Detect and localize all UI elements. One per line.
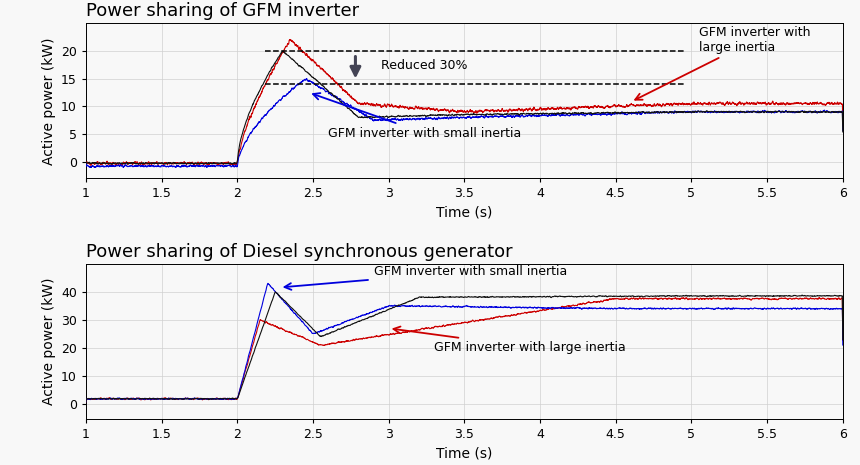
Text: GFM inverter with
large inertia: GFM inverter with large inertia	[636, 26, 810, 100]
Text: GFM inverter with large inertia: GFM inverter with large inertia	[394, 326, 626, 354]
Text: GFM inverter with small inertia: GFM inverter with small inertia	[313, 93, 521, 140]
Y-axis label: Active power (kW): Active power (kW)	[41, 277, 56, 405]
Y-axis label: Active power (kW): Active power (kW)	[41, 37, 56, 165]
Text: Power sharing of GFM inverter: Power sharing of GFM inverter	[86, 2, 359, 20]
Text: Power sharing of Diesel synchronous generator: Power sharing of Diesel synchronous gene…	[86, 243, 513, 260]
Text: GFM inverter with small inertia: GFM inverter with small inertia	[285, 265, 567, 290]
X-axis label: Time (s): Time (s)	[436, 446, 493, 460]
X-axis label: Time (s): Time (s)	[436, 206, 493, 220]
Text: Reduced 30%: Reduced 30%	[381, 59, 468, 72]
